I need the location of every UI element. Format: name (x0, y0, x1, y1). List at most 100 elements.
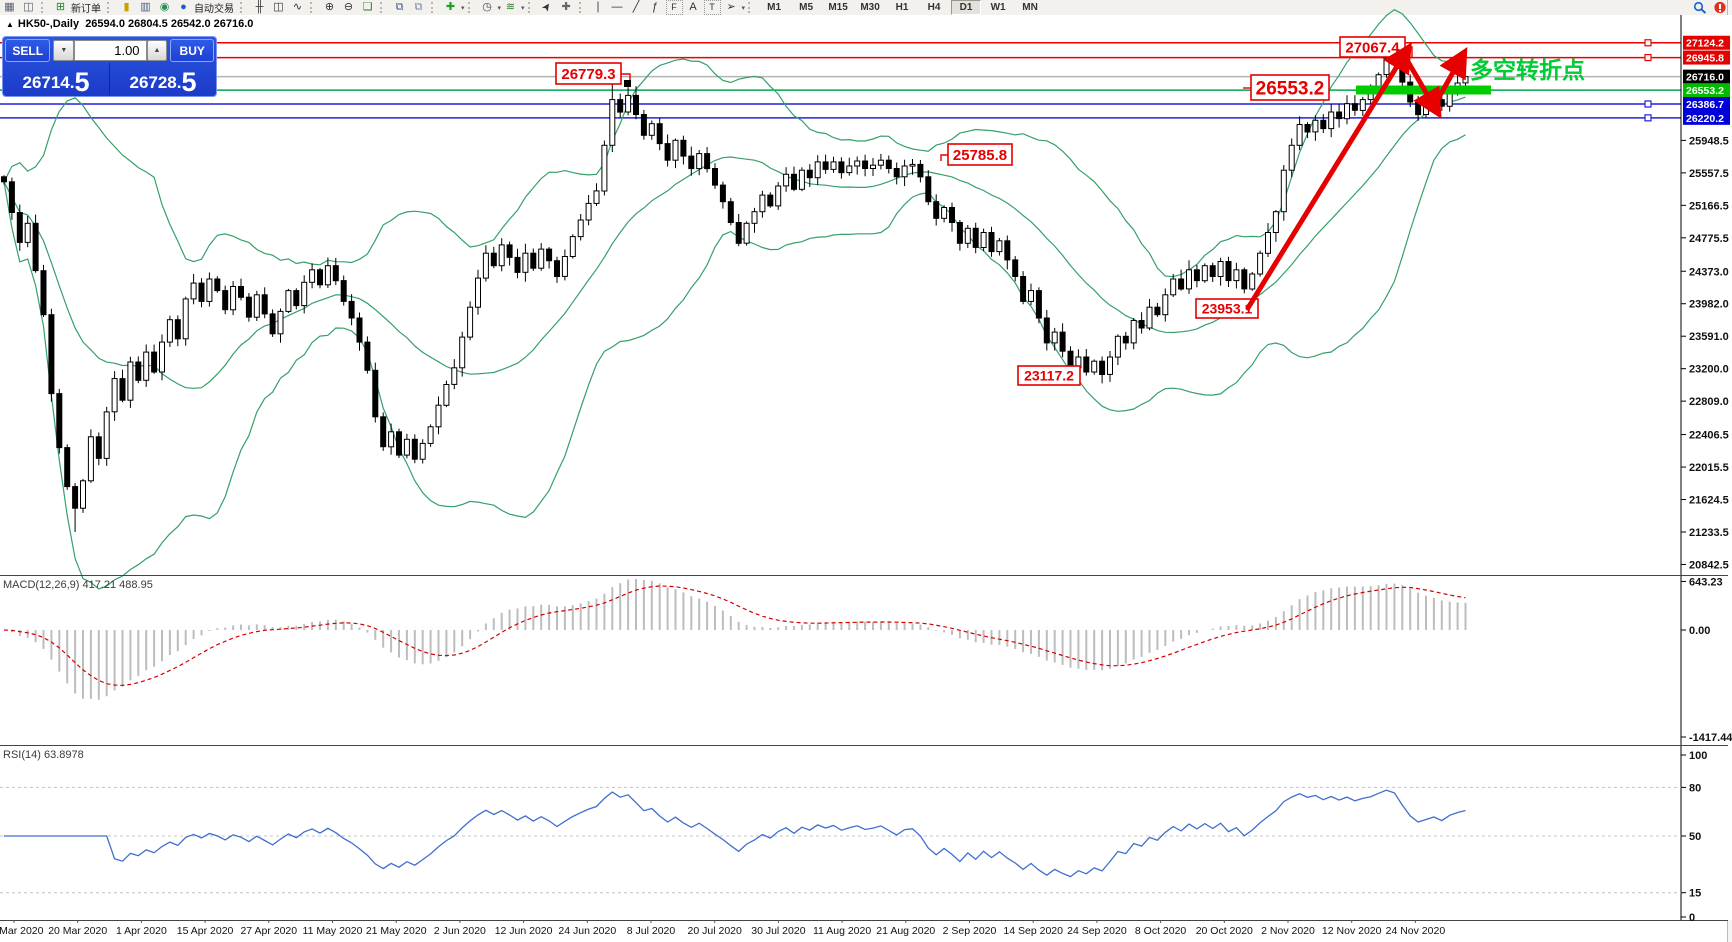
notification-icon[interactable] (1712, 1, 1728, 14)
buy-button[interactable]: BUY (170, 39, 214, 62)
date-axis-label: 15 Apr 2020 (177, 925, 234, 937)
price-callout[interactable] (1195, 298, 1259, 319)
price-axis-label: 22809.0 (1689, 396, 1729, 408)
trend-arrow-segment[interactable] (1245, 42, 1412, 311)
timeframe-h4-button[interactable]: H4 (927, 2, 941, 13)
timeframe-m30-button[interactable]: M30 (860, 2, 880, 13)
candle-chart-mode-icon[interactable]: ◫ (273, 1, 284, 13)
price-axis-label: 23982.0 (1689, 299, 1729, 311)
signals-icon[interactable]: ◉ (159, 1, 170, 13)
toolbar-separator (310, 2, 317, 13)
sell-price[interactable]: 26714. 5 (3, 63, 109, 96)
text-icon[interactable]: A (689, 1, 697, 13)
timeframe-h1-button[interactable]: H1 (895, 2, 909, 13)
price-badge-value: 26386.7 (1686, 99, 1724, 111)
macd-axis-label: -1417.44 (1689, 732, 1732, 744)
price-axis-label: 25166.5 (1689, 200, 1729, 212)
timeframe-m1-button[interactable]: M1 (767, 2, 782, 13)
timeframe-m5-button[interactable]: M5 (799, 2, 814, 13)
new-order-icon[interactable]: ⊞ (55, 1, 66, 13)
price-axis-label: 22015.5 (1689, 462, 1729, 474)
date-axis-label: 2 Nov 2020 (1261, 925, 1315, 937)
trend-arrow-segment[interactable] (1401, 52, 1442, 119)
line-handle[interactable] (1644, 100, 1652, 108)
profiles-icon[interactable]: ◫ (23, 1, 34, 13)
line-handle[interactable] (1644, 39, 1652, 47)
timeframe-mn-button[interactable]: MN (1022, 2, 1038, 13)
timeframe-d1-button[interactable]: D1 (951, 0, 982, 15)
tile-windows-icon[interactable]: ❏ (362, 1, 373, 13)
trend-arrow-segment[interactable] (1431, 46, 1468, 109)
date-axis-label: 20 Jul 2020 (688, 925, 742, 937)
templates-icon-dropdown[interactable]: ▾ (521, 4, 525, 12)
add-indicator-icon-dropdown[interactable]: ▾ (461, 4, 465, 12)
arrows-icon-dropdown[interactable]: ▾ (741, 4, 746, 12)
add-indicator-icon[interactable]: ✚ (445, 1, 456, 13)
volume-decrease-button[interactable]: ▼ (53, 40, 75, 61)
volume-increase-button[interactable]: ▲ (146, 40, 168, 61)
toolbar-separator (748, 2, 755, 13)
toolbar-separator (107, 2, 114, 13)
templates-icon[interactable]: ≋ (505, 1, 516, 13)
price-callout[interactable] (1017, 365, 1081, 386)
rsi-axis-label: 100 (1689, 750, 1707, 762)
new-chart-icon[interactable]: ▦ (4, 1, 15, 13)
price-badge-value: 26220.2 (1686, 113, 1724, 125)
toolbar-text-label[interactable]: 自动交易 (194, 4, 234, 15)
autotrading-icon[interactable]: ● (180, 1, 187, 13)
price-axis-label: 21624.5 (1689, 495, 1729, 507)
price-axis-label: 25557.5 (1689, 168, 1729, 180)
price-axis-label: 22406.5 (1689, 430, 1729, 442)
arrows-icon[interactable]: ➢ (726, 1, 736, 13)
bollinger-upper-band (3, 8, 1466, 278)
zoom-out-icon[interactable]: ⊖ (343, 1, 354, 13)
price-badge (1683, 110, 1730, 125)
cascade-windows-icon[interactable]: ⧉ (414, 1, 423, 13)
fibonacci-icon[interactable]: ƒ (651, 1, 659, 13)
buy-price-big-digit: 5 (181, 67, 197, 97)
period-clock-icon[interactable]: ◷ (482, 1, 492, 13)
line-handle[interactable] (1644, 53, 1652, 62)
period-clock-icon-dropdown[interactable]: ▾ (497, 4, 502, 12)
anchor-square-marker[interactable] (624, 80, 631, 87)
chart-title: ▲ HK50-,Daily 26594.0 26804.5 26542.0 267… (6, 18, 253, 30)
price-badge (1683, 69, 1730, 84)
callout-connector (940, 154, 948, 161)
channel-icon[interactable]: F (665, 0, 683, 15)
toolbar-separator (578, 2, 586, 13)
timeframe-w1-button[interactable]: W1 (990, 2, 1006, 13)
label-icon[interactable]: T (703, 0, 721, 15)
date-axis-label: 8 Jul 2020 (627, 925, 676, 937)
date-axis-label: 10 Mar 2020 (0, 925, 44, 937)
date-axis-label: 2 Jun 2020 (434, 925, 486, 937)
history-center-icon[interactable]: ▮ (123, 1, 130, 13)
date-axis-label: 14 Sep 2020 (1003, 925, 1063, 937)
vertical-line-icon[interactable]: ∣ (595, 1, 601, 13)
price-badge-value: 27124.2 (1686, 38, 1724, 50)
horizontal-line-icon[interactable]: ― (611, 1, 623, 13)
price-axis-label: 25948.5 (1689, 135, 1729, 147)
sell-button[interactable]: SELL (5, 39, 51, 62)
bar-chart-mode-icon[interactable]: ╫ (255, 1, 264, 13)
market-watch-icon[interactable]: ▥ (140, 1, 151, 13)
line-chart-mode-icon[interactable]: ∿ (292, 1, 303, 13)
arrange-windows-icon[interactable]: ⧉ (395, 1, 404, 13)
macd-axis-label: 0.00 (1689, 625, 1710, 637)
volume-input[interactable]: 1.00 (74, 40, 147, 61)
line-handle[interactable] (1644, 114, 1652, 122)
zoom-in-icon[interactable]: ⊕ (324, 1, 335, 13)
date-axis-label: 20 Oct 2020 (1196, 925, 1253, 937)
toolbar-text-label[interactable]: 新订单 (71, 4, 101, 15)
buy-price[interactable]: 26728. 5 (110, 63, 216, 97)
search-icon[interactable] (1692, 1, 1708, 14)
trendline-icon[interactable]: ╱ (632, 1, 640, 13)
price-axis-label: 24373.0 (1689, 266, 1729, 278)
rsi-axis-label: 50 (1689, 831, 1701, 843)
timeframe-m15-button[interactable]: M15 (828, 2, 848, 13)
macd-histogram (10, 579, 1467, 700)
price-badge-value: 26945.8 (1686, 53, 1724, 65)
turning-point-annotation[interactable]: 多空转折点 (1470, 57, 1585, 83)
crosshair-icon[interactable]: ✚ (561, 1, 571, 13)
price-badge (1683, 50, 1730, 65)
